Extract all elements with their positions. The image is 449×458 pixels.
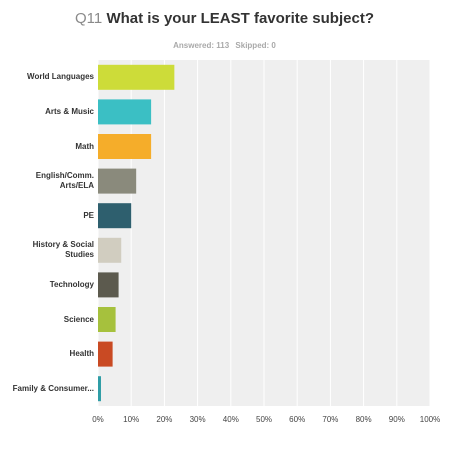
skipped-count: Skipped: 0 bbox=[235, 41, 276, 50]
x-tick-label: 30% bbox=[189, 415, 206, 424]
category-label: Science bbox=[63, 314, 94, 324]
bar[interactable] bbox=[98, 134, 152, 159]
x-tick-label: 90% bbox=[388, 415, 405, 424]
bar[interactable] bbox=[98, 99, 152, 125]
x-tick-label: 40% bbox=[222, 415, 239, 424]
category-label: World Languages bbox=[27, 72, 94, 82]
category-label: English/Comm. Arts/ELA bbox=[35, 171, 94, 191]
bar[interactable] bbox=[98, 168, 137, 194]
category-label: Arts & Music bbox=[45, 106, 94, 116]
question-number: Q11 bbox=[75, 10, 103, 27]
bar[interactable] bbox=[98, 64, 175, 90]
x-tick-label: 100% bbox=[419, 415, 441, 424]
bar[interactable] bbox=[98, 203, 132, 229]
x-tick-label: 0% bbox=[92, 415, 104, 424]
question-title: Q11 What is your LEAST favorite subject? bbox=[0, 10, 449, 27]
answered-count: Answered: 113 bbox=[173, 41, 230, 50]
category-label: Family & Consumer... bbox=[12, 383, 94, 393]
category-label: Health bbox=[69, 349, 94, 359]
x-tick-label: 20% bbox=[156, 415, 173, 424]
x-tick-label: 10% bbox=[123, 415, 140, 424]
bar[interactable] bbox=[98, 341, 113, 367]
x-tick-label: 80% bbox=[355, 415, 372, 424]
x-tick-label: 70% bbox=[322, 415, 339, 424]
response-stats: Answered: 113 Skipped: 0 bbox=[0, 41, 449, 50]
x-tick-label: 50% bbox=[255, 415, 273, 424]
bar[interactable] bbox=[98, 307, 116, 332]
bar[interactable] bbox=[98, 376, 101, 402]
bar[interactable] bbox=[98, 237, 122, 263]
category-label: Technology bbox=[49, 279, 94, 289]
bar[interactable] bbox=[98, 272, 119, 298]
category-label: History & Social Studies bbox=[32, 240, 94, 260]
category-label: PE bbox=[83, 210, 94, 220]
category-label: Math bbox=[75, 141, 94, 151]
x-tick-label: 60% bbox=[289, 415, 306, 424]
question-text: What is your LEAST favorite subject? bbox=[106, 10, 374, 27]
